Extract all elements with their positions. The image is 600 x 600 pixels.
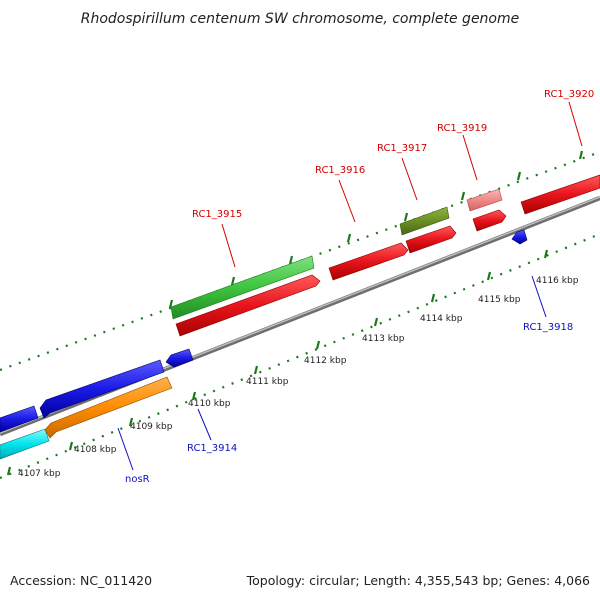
- tick-label-4112: 4112 kbp: [304, 356, 347, 366]
- reverse-gene-row-upper: [0, 229, 528, 433]
- reverse-gene-row-lower: [0, 376, 173, 460]
- gene-forward-b[interactable]: [405, 225, 457, 254]
- kbp-tick-labels: 4107 kbp 4108 kbp 4109 kbp 4110 kbp 4111…: [18, 276, 579, 479]
- label-rc1-3915[interactable]: RC1_3915: [192, 209, 242, 220]
- map-title: Rhodospirillum centenum SW chromosome, c…: [81, 11, 520, 27]
- tick-label-4111: 4111 kbp: [246, 377, 289, 387]
- forward-major-ticks: [168, 150, 584, 309]
- tick-label-4108: 4108 kbp: [74, 445, 117, 455]
- tick-label-4113: 4113 kbp: [362, 334, 405, 344]
- forward-leader-lines: [221, 101, 583, 268]
- reverse-major-ticks: [6, 249, 549, 476]
- gene-reverse-long[interactable]: [39, 359, 165, 419]
- label-nosR[interactable]: nosR: [125, 474, 150, 485]
- label-rc1-3916[interactable]: RC1_3916: [315, 165, 365, 176]
- tick-label-4116: 4116 kbp: [536, 276, 579, 286]
- gene-rc1-3914[interactable]: [165, 348, 194, 368]
- forward-scale-track: [0, 150, 600, 372]
- tick-label-4109: 4109 kbp: [130, 422, 173, 432]
- gene-nosR[interactable]: [44, 376, 173, 439]
- forward-gene-row-lower: [175, 209, 507, 337]
- gene-rc1-3916[interactable]: [328, 242, 409, 281]
- gene-rc1-3917[interactable]: [399, 206, 450, 236]
- tick-label-4115: 4115 kbp: [478, 295, 521, 305]
- gene-reverse-left[interactable]: [0, 405, 39, 433]
- accession-text: Accession: NC_011420: [10, 573, 152, 588]
- topology-text: Topology: circular; Length: 4,355,543 bp…: [246, 573, 590, 588]
- gene-rc1-3920[interactable]: [520, 174, 600, 215]
- tick-label-4110: 4110 kbp: [188, 399, 231, 409]
- gene-forward-c[interactable]: [472, 209, 507, 232]
- gene-rc1-3915[interactable]: [170, 255, 315, 320]
- gene-rc1-3919[interactable]: [466, 188, 503, 212]
- gene-reverse-cyan[interactable]: [0, 428, 50, 460]
- label-rc1-3917[interactable]: RC1_3917: [377, 143, 427, 154]
- reverse-leader-lines: [117, 275, 547, 471]
- gene-forward-a[interactable]: [175, 274, 321, 337]
- label-rc1-3914[interactable]: RC1_3914: [187, 443, 237, 454]
- gene-labels: RC1_3915 RC1_3916 RC1_3917 RC1_3919 RC1_…: [125, 89, 594, 485]
- tick-label-4107: 4107 kbp: [18, 469, 61, 479]
- forward-gene-row-upper: [170, 174, 600, 320]
- label-rc1-3919[interactable]: RC1_3919: [437, 123, 487, 134]
- gene-rc1-3918[interactable]: [511, 229, 528, 245]
- label-rc1-3918[interactable]: RC1_3918: [523, 322, 573, 333]
- tick-label-4114: 4114 kbp: [420, 314, 463, 324]
- label-rc1-3920[interactable]: RC1_3920: [544, 89, 594, 100]
